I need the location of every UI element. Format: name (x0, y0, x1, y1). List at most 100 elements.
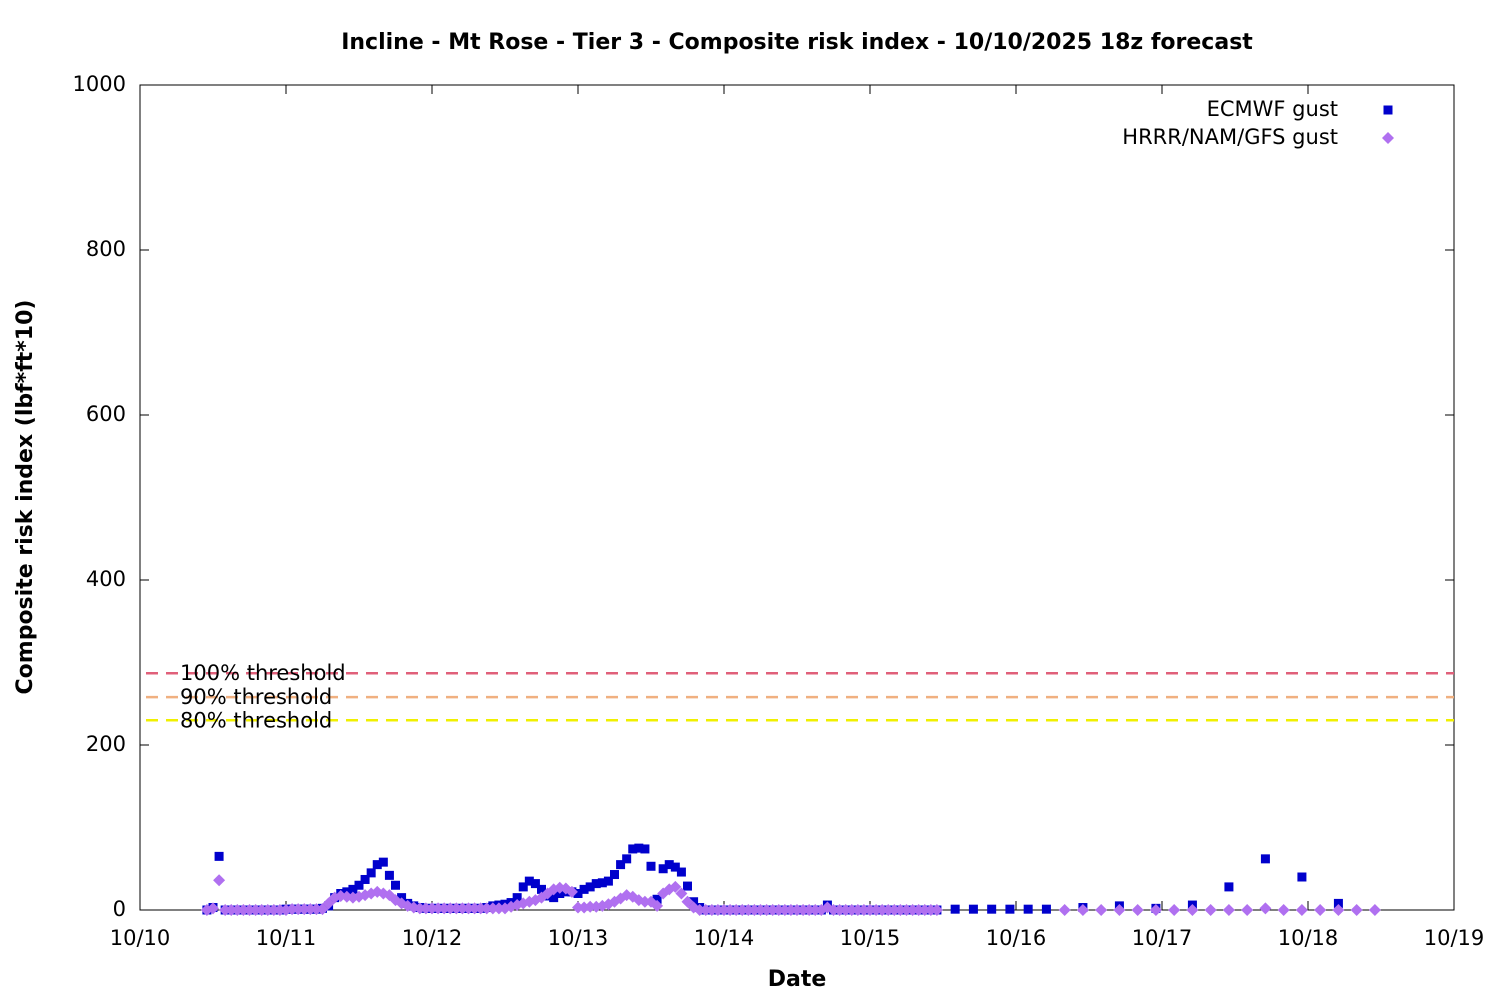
data-point (1222, 904, 1235, 916)
data-point (718, 904, 730, 916)
data-point (742, 904, 755, 916)
data-point (845, 904, 858, 916)
data-point (579, 884, 589, 894)
legend-label: HRRR/NAM/GFS gust (1122, 125, 1338, 149)
data-point (603, 876, 613, 886)
data-point (243, 904, 256, 916)
plot-frame (139, 84, 1455, 911)
data-point (438, 902, 451, 915)
y-tick-label: 800 (86, 237, 126, 261)
x-tick-label: 10/15 (840, 926, 901, 950)
data-point (219, 904, 232, 916)
data-point (772, 904, 785, 916)
data-point (1023, 904, 1033, 914)
data-point (518, 882, 528, 892)
data-point (748, 904, 761, 916)
data-point (537, 884, 546, 894)
data-point (851, 904, 864, 916)
data-point (348, 884, 358, 894)
data-point (1041, 904, 1051, 914)
data-point (876, 904, 889, 916)
legend-label: ECMWF gust (1207, 97, 1338, 121)
data-point (658, 864, 668, 874)
data-point (918, 904, 931, 916)
data-point (968, 904, 978, 914)
data-point (1314, 904, 1327, 916)
y-tick-label: 1000 (73, 72, 126, 96)
data-point (675, 887, 688, 900)
data-point (646, 861, 656, 871)
data-point (1131, 904, 1144, 916)
x-tick-label: 10/10 (110, 926, 171, 950)
data-point (724, 904, 737, 916)
data-point (530, 879, 540, 889)
data-point (906, 904, 919, 916)
data-point (426, 902, 438, 915)
data-point (693, 904, 706, 916)
data-point (492, 902, 505, 915)
data-point (1168, 904, 1181, 916)
data-point (664, 860, 674, 870)
x-tick-label: 10/11 (256, 926, 317, 950)
data-point (730, 904, 743, 916)
data-point (255, 904, 268, 916)
x-tick-label: 10/12 (402, 926, 463, 950)
data-point (524, 876, 534, 886)
data-point (573, 889, 583, 898)
data-point (670, 862, 680, 872)
data-point (870, 904, 883, 916)
data-point (304, 903, 317, 916)
y-tick-label: 200 (86, 732, 126, 756)
data-point (1295, 904, 1308, 916)
data-point (827, 904, 840, 916)
data-point (705, 904, 718, 916)
data-point (736, 904, 749, 916)
x-tick-label: 10/17 (1132, 926, 1193, 950)
data-point (803, 904, 816, 916)
data-point (584, 900, 597, 913)
data-point (640, 844, 650, 854)
data-point (1149, 904, 1162, 916)
data-point (1350, 904, 1363, 916)
data-point (809, 904, 822, 916)
data-point (882, 904, 895, 916)
data-point (839, 904, 852, 916)
threshold-label: 90% threshold (180, 685, 332, 709)
chart-title: Incline - Mt Rose - Tier 3 - Composite r… (341, 30, 1253, 55)
data-point (766, 904, 779, 916)
data-point (249, 904, 262, 916)
data-point (610, 870, 619, 880)
y-tick-label: 0 (113, 897, 126, 921)
data-point (1260, 854, 1270, 864)
data-point (372, 860, 382, 870)
data-point (1095, 904, 1108, 916)
data-point (231, 904, 244, 916)
data-point (432, 902, 445, 915)
data-point (512, 893, 522, 903)
data-point (1259, 902, 1272, 915)
data-point (261, 904, 274, 916)
data-point (669, 880, 682, 893)
data-point (683, 881, 692, 891)
data-point (450, 902, 463, 915)
data-point (419, 902, 432, 915)
data-point (778, 904, 791, 916)
data-point (378, 857, 388, 867)
data-point (1186, 904, 1199, 916)
data-point (1113, 904, 1126, 916)
data-point (591, 879, 601, 889)
data-point (676, 867, 686, 877)
data-point (486, 902, 499, 915)
x-axis-title: Date (768, 967, 827, 992)
data-point (360, 874, 370, 884)
data-point (622, 854, 632, 864)
data-point (384, 870, 394, 880)
data-point (480, 902, 493, 915)
data-point (784, 904, 797, 916)
data-point (950, 904, 960, 914)
data-point (597, 878, 607, 888)
data-point (213, 874, 226, 887)
data-point (354, 880, 364, 890)
data-point (634, 843, 644, 853)
